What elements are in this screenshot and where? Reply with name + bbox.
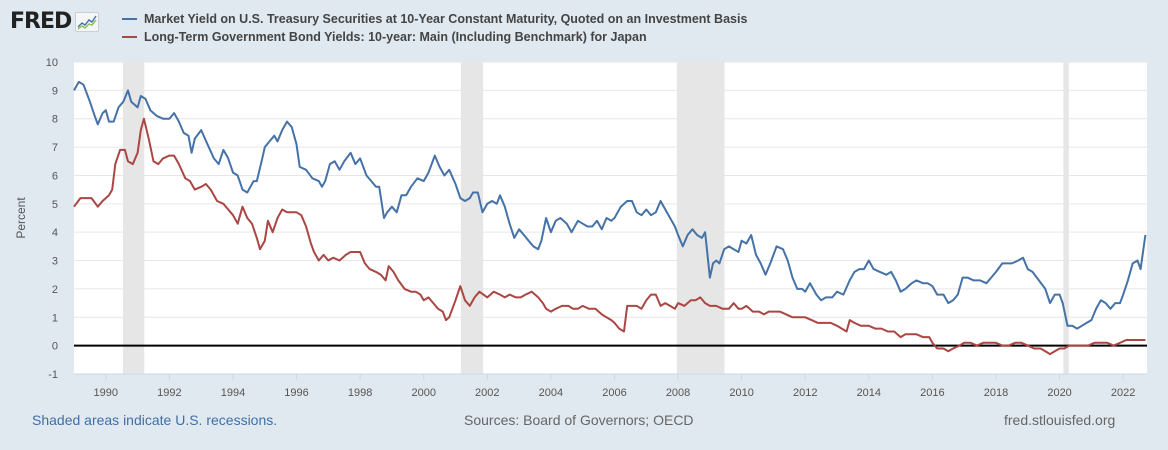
- y-tick-label: 1: [52, 312, 58, 324]
- x-tick-label: 2008: [666, 387, 690, 399]
- y-tick-label: 2: [52, 284, 58, 296]
- legend-label-us-10yr: Market Yield on U.S. Treasury Securities…: [144, 12, 748, 26]
- x-tick-label: 2006: [602, 387, 626, 399]
- series-lines: [73, 80, 1147, 356]
- series-line-us-10yr[interactable]: [73, 80, 1147, 330]
- x-tick-label: 1994: [221, 387, 245, 399]
- recession-note: Shaded areas indicate U.S. recessions.: [32, 412, 278, 428]
- x-tick-label: 2002: [475, 387, 499, 399]
- site-link[interactable]: fred.stlouisfed.org: [1004, 412, 1116, 428]
- x-tick-label: 2012: [793, 387, 817, 399]
- x-tick-label: 1996: [284, 387, 308, 399]
- chart-legend: Market Yield on U.S. Treasury Securities…: [122, 10, 747, 46]
- x-tick-label: 2020: [1047, 387, 1071, 399]
- sources-note: Sources: Board of Governors; OECD: [464, 412, 694, 428]
- x-tick-label: 2014: [857, 387, 881, 399]
- fred-logo-text: FRED: [10, 9, 72, 34]
- gridlines: [74, 61, 1147, 318]
- x-tick-label: 1998: [348, 387, 372, 399]
- legend-label-japan-10yr: Long-Term Government Bond Yields: 10-yea…: [144, 30, 647, 44]
- y-tick-label: 9: [52, 85, 58, 97]
- x-tick-label: 2004: [539, 387, 563, 399]
- legend-item-japan-10yr[interactable]: Long-Term Government Bond Yields: 10-yea…: [122, 28, 747, 46]
- x-axis-ticks: 1990 1992 1994 1996 1998 2000 2002 2004 2006 2008…: [94, 374, 1135, 399]
- legend-swatch-japan-10yr: [122, 36, 137, 38]
- y-axis-ticks: -1 0 1 2 3 4 5 6 7 8 9 10: [46, 57, 58, 381]
- fred-logo[interactable]: FRED: [10, 9, 100, 34]
- legend-swatch-us-10yr: [122, 18, 137, 20]
- y-tick-label: 4: [52, 227, 58, 239]
- y-tick-label: 7: [52, 142, 58, 154]
- y-axis-title: Percent: [14, 197, 28, 239]
- legend-item-us-10yr[interactable]: Market Yield on U.S. Treasury Securities…: [122, 10, 747, 28]
- recession-shading: [122, 62, 1069, 374]
- y-tick-label: 5: [52, 199, 58, 211]
- x-tick-label: 2000: [411, 387, 435, 399]
- x-tick-label: 2016: [920, 387, 944, 399]
- y-tick-label: -1: [48, 369, 58, 381]
- fred-graph-icon: [75, 11, 100, 32]
- recession-band: [122, 62, 145, 374]
- x-tick-label: 2022: [1111, 387, 1135, 399]
- recession-band: [676, 62, 725, 374]
- x-tick-label: 1992: [157, 387, 181, 399]
- x-tick-label: 1990: [94, 387, 118, 399]
- y-tick-label: 3: [52, 256, 58, 268]
- y-tick-label: 0: [52, 341, 58, 353]
- recession-band: [460, 62, 484, 374]
- x-tick-label: 2018: [984, 387, 1008, 399]
- recession-band: [1063, 62, 1069, 374]
- y-tick-label: 10: [46, 57, 58, 69]
- chart-header: FRED Market Yield on U.S. Treasury Secur…: [0, 0, 1168, 50]
- plot-background: [74, 62, 1147, 374]
- x-tick-label: 2010: [729, 387, 753, 399]
- y-tick-label: 8: [52, 114, 58, 126]
- series-line-japan-10yr[interactable]: [73, 117, 1146, 356]
- y-tick-label: 6: [52, 170, 58, 182]
